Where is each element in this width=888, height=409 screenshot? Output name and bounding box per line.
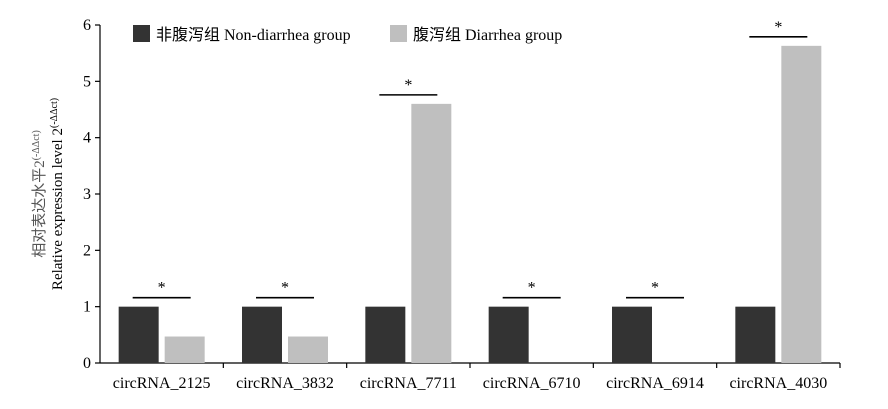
x-tick-label: circRNA_6710: [483, 375, 581, 392]
bars: [118, 45, 822, 364]
bar-non-diarrhea: [735, 306, 776, 363]
bar-non-diarrhea: [488, 306, 529, 363]
significance-star: *: [404, 77, 412, 94]
bar-diarrhea: [164, 336, 205, 363]
y-tick-label: 3: [83, 186, 91, 203]
significance-star: *: [774, 19, 782, 36]
y-tick-label: 6: [83, 17, 91, 34]
y-tick-label: 2: [83, 242, 91, 259]
significance-markers: * * * * * *: [132, 19, 808, 299]
bar-diarrhea: [411, 103, 452, 363]
legend: 非腹泻组 Non-diarrhea group 腹泻组 Diarrhea gro…: [133, 25, 562, 44]
legend-label-non-diarrhea: 非腹泻组 Non-diarrhea group: [156, 26, 351, 44]
x-tick-label: circRNA_3832: [236, 375, 334, 392]
y-axis-label: 相对表达水平2(-ΔΔct) Relative expression level…: [31, 98, 67, 290]
y-tick-label: 0: [83, 355, 91, 372]
x-tick-label: circRNA_6914: [606, 375, 704, 392]
x-tick-label: circRNA_7711: [360, 375, 457, 392]
x-tick-label: circRNA_2125: [113, 375, 211, 392]
legend-label-diarrhea: 腹泻组 Diarrhea group: [413, 26, 562, 44]
y-tick-label: 4: [83, 130, 91, 147]
significance-star: *: [158, 280, 166, 297]
y-tick-label: 5: [83, 73, 91, 90]
y-axis-ticks: 0 1 2 3 4 5 6: [83, 17, 100, 372]
significance-star: *: [651, 280, 659, 297]
bar-diarrhea: [781, 45, 822, 364]
significance-star: *: [281, 280, 289, 297]
significance-star: *: [528, 280, 536, 297]
y-axis-label-en: Relative expression level 2(-ΔΔct): [49, 98, 67, 290]
legend-swatch-non-diarrhea: [133, 25, 150, 42]
bar-non-diarrhea: [365, 306, 406, 363]
y-tick-label: 1: [83, 299, 91, 316]
x-tick-label: circRNA_4030: [729, 375, 827, 392]
bar-non-diarrhea: [118, 306, 159, 363]
x-axis-ticks: circRNA_2125 circRNA_3832 circRNA_7711 circ…: [113, 363, 841, 392]
bar-diarrhea: [288, 336, 328, 363]
legend-swatch-diarrhea: [390, 25, 407, 42]
bar-non-diarrhea: [242, 306, 282, 363]
y-axis-label-cn: 相对表达水平2(-ΔΔct): [31, 130, 49, 258]
bar-non-diarrhea: [612, 306, 652, 363]
